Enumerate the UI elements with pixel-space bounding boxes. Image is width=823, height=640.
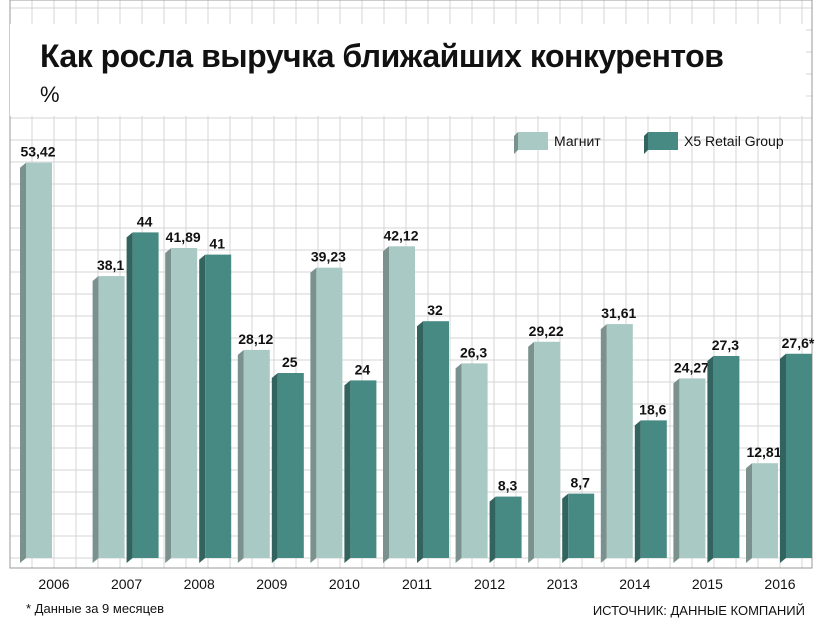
bar-side xyxy=(780,353,786,563)
x-tick-label: 2012 xyxy=(474,576,505,592)
bar-side xyxy=(165,248,172,563)
legend-label: X5 Retail Group xyxy=(684,133,784,149)
bar xyxy=(389,246,415,558)
bar-side xyxy=(417,321,423,563)
value-label: 38,1 xyxy=(97,257,124,273)
unit-label: % xyxy=(40,82,60,107)
value-label: 31,61 xyxy=(601,305,636,321)
bar xyxy=(350,380,377,558)
x-tick-label: 2006 xyxy=(38,576,69,592)
bar-side xyxy=(746,463,752,563)
bar-side xyxy=(707,355,714,563)
bar-side xyxy=(237,349,244,563)
bar-side xyxy=(126,232,133,563)
value-label: 41,89 xyxy=(166,229,201,245)
value-label: 44 xyxy=(137,213,153,229)
bar xyxy=(713,355,740,558)
bar-side xyxy=(271,373,278,563)
bar-side xyxy=(344,380,351,563)
bar xyxy=(316,267,343,558)
bar xyxy=(786,353,812,558)
x-tick-label: 2015 xyxy=(692,576,723,592)
bar xyxy=(243,349,270,558)
x-tick-label: 2010 xyxy=(329,576,360,592)
bar-side xyxy=(92,276,99,563)
value-label: 27,3 xyxy=(712,337,739,353)
bar xyxy=(640,420,667,558)
legend-swatch xyxy=(648,132,678,150)
x-tick-label: 2011 xyxy=(402,576,432,592)
title-panel xyxy=(10,24,806,116)
bar xyxy=(461,363,488,558)
bar-side xyxy=(455,363,462,563)
bar-side xyxy=(600,324,607,563)
bar-side xyxy=(383,246,389,563)
bar xyxy=(534,341,561,558)
legend-swatch xyxy=(518,132,548,150)
value-label: 25 xyxy=(282,354,298,370)
bar-side xyxy=(310,267,317,563)
legend-swatch-side xyxy=(644,132,648,154)
value-label: 26,3 xyxy=(460,344,487,360)
value-label: 8,3 xyxy=(498,478,518,494)
value-label: 42,12 xyxy=(383,227,418,243)
bar xyxy=(568,493,595,558)
value-label: 24,27 xyxy=(674,359,709,375)
x-axis-ticks: 2006 2007 2008 2009 2010 2011 2012 2013 2014 2015… xyxy=(38,576,795,592)
value-label: 12,81 xyxy=(746,444,781,460)
bar xyxy=(423,321,449,558)
bar xyxy=(98,276,125,558)
x-tick-label: 2008 xyxy=(184,576,215,592)
legend: Магнит X5 Retail Group xyxy=(514,132,784,154)
bar xyxy=(752,463,778,558)
value-label: 18,6 xyxy=(639,401,666,417)
bar xyxy=(132,232,159,558)
x-tick-label: 2014 xyxy=(619,576,650,592)
bar xyxy=(171,248,198,559)
legend-swatch-side xyxy=(514,132,518,154)
bar-side xyxy=(528,341,535,563)
bar xyxy=(606,324,633,558)
chart-title: Как росла выручка ближайших конкурентов xyxy=(40,38,724,74)
x-tick-label: 2009 xyxy=(256,576,287,592)
x-tick-label: 2007 xyxy=(111,576,142,592)
x-tick-label: 2016 xyxy=(764,576,795,592)
footnote: * Данные за 9 месяцев xyxy=(26,601,165,616)
x-tick-label: 2013 xyxy=(547,576,578,592)
value-label: 53,42 xyxy=(20,144,55,160)
bar xyxy=(26,162,52,558)
value-label: 29,22 xyxy=(529,323,564,339)
value-label: 32 xyxy=(427,302,443,318)
bar xyxy=(277,373,304,558)
legend-label: Магнит xyxy=(554,133,601,149)
value-label: 28,12 xyxy=(238,331,273,347)
value-label: 41 xyxy=(209,236,225,252)
bar-side xyxy=(199,254,206,563)
bar xyxy=(679,378,706,558)
bars: 53,42 38,1 44 41,89 41 28,12 25 39,23 24 42,12 32 2… xyxy=(20,144,815,563)
bar-side xyxy=(634,420,641,563)
source-note: ИСТОЧНИК: ДАННЫЕ КОМПАНИЙ xyxy=(592,603,805,618)
value-label: 8,7 xyxy=(570,475,590,491)
bar xyxy=(495,496,522,558)
bar-side xyxy=(562,493,569,563)
bar-side xyxy=(673,378,680,563)
value-label: 39,23 xyxy=(311,249,346,265)
value-label: 24 xyxy=(355,361,371,377)
bar xyxy=(205,254,232,558)
bar-side xyxy=(20,162,26,563)
value-label: 27,6* xyxy=(782,335,815,351)
bar-side xyxy=(489,496,496,563)
